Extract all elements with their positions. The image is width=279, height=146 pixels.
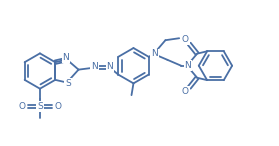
Text: N: N xyxy=(62,53,69,62)
Text: S: S xyxy=(37,102,43,111)
Text: N: N xyxy=(91,62,98,71)
Text: N: N xyxy=(107,62,113,71)
Text: O: O xyxy=(182,87,189,96)
Text: N: N xyxy=(185,61,191,70)
Text: O: O xyxy=(54,102,61,111)
Text: O: O xyxy=(19,102,26,111)
Text: O: O xyxy=(182,35,189,44)
Text: N: N xyxy=(151,49,158,58)
Text: S: S xyxy=(65,79,71,88)
